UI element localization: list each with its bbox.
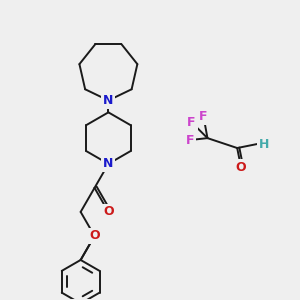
Text: O: O xyxy=(236,161,247,174)
Text: H: H xyxy=(259,138,269,151)
Text: O: O xyxy=(89,230,100,242)
Text: F: F xyxy=(188,116,196,129)
Text: N: N xyxy=(103,158,114,170)
Text: F: F xyxy=(199,110,208,123)
Text: N: N xyxy=(103,94,114,107)
Text: F: F xyxy=(185,134,194,147)
Text: O: O xyxy=(103,206,114,218)
